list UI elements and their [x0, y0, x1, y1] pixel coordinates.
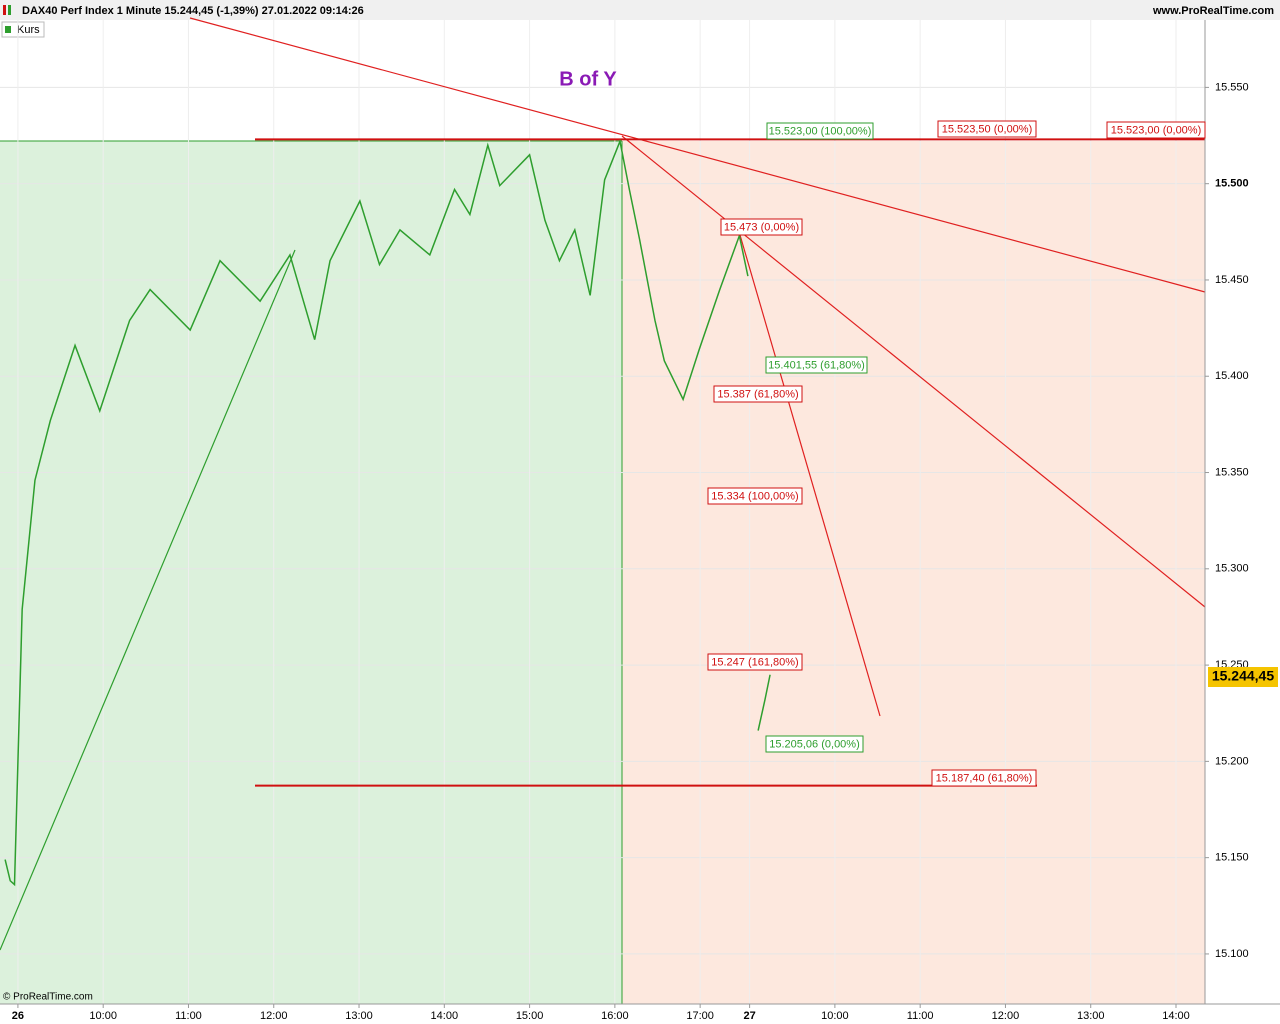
y-tick-label: 15.550 [1215, 81, 1249, 93]
trend-line [621, 135, 1206, 608]
annotation-box [765, 735, 864, 753]
annotation: 15.473 (0,00%) [724, 221, 799, 233]
x-tick-label: 14:00 [1162, 1010, 1190, 1022]
y-tick-label: 15.400 [1215, 370, 1249, 382]
price-box [1208, 667, 1278, 687]
annotation: 15.387 (61,80%) [717, 388, 798, 400]
annotation-box [713, 385, 803, 403]
annotation: 15.334 (100,00%) [711, 490, 798, 502]
y-tick-label: 15.150 [1215, 852, 1249, 864]
x-tick-label: 16:00 [601, 1010, 629, 1022]
annotation: 15.401,55 (61,80%) [768, 359, 865, 371]
header-bar [0, 0, 1280, 20]
last-price: 15.244,45 [1212, 668, 1274, 684]
annotation-box [720, 218, 803, 236]
y-tick-label: 15.500 [1215, 178, 1249, 190]
x-tick-label: 11:00 [175, 1010, 202, 1022]
x-tick-label: 13:00 [1077, 1010, 1105, 1022]
x-tick-label: 11:00 [907, 1010, 934, 1022]
zone-green [0, 141, 622, 1004]
price-line [4, 138, 749, 887]
zone-red [622, 141, 1205, 1004]
annotation-box [765, 356, 868, 374]
x-tick-label: 12:00 [260, 1010, 288, 1022]
y-tick-label: 15.350 [1215, 466, 1249, 478]
annotation-box [931, 769, 1037, 787]
annotation: 15.247 (161,80%) [711, 656, 798, 668]
x-tick-label: 14:00 [431, 1010, 459, 1022]
chart-title: B of Y [559, 68, 617, 90]
annotation: 15.187,40 (61,80%) [936, 772, 1033, 784]
annotation-box [707, 487, 803, 505]
annotation: 15.523,00 (100,00%) [769, 125, 872, 137]
trend-line [0, 249, 296, 951]
annotation-box [766, 122, 874, 140]
annotation-box [937, 120, 1037, 138]
footer: © ProRealTime.com [3, 992, 93, 1003]
legend-swatch [5, 26, 11, 33]
icon [8, 5, 11, 15]
trend-line [739, 234, 881, 717]
annotation: 15.205,06 (0,00%) [769, 738, 860, 750]
y-tick-label: 15.450 [1215, 274, 1249, 286]
icon [3, 5, 6, 15]
x-tick-label: 13:00 [345, 1010, 373, 1022]
legend [1, 21, 45, 38]
price-line [757, 674, 771, 731]
x-tick-label: 10:00 [821, 1010, 849, 1022]
annotation-box [707, 653, 803, 671]
annotation: 15.523,50 (0,00%) [942, 123, 1033, 135]
legend-label: Kurs [17, 24, 40, 36]
x-tick-label: 12:00 [992, 1010, 1020, 1022]
site: www.ProRealTime.com [1152, 5, 1274, 17]
x-tick-label: 26 [12, 1010, 24, 1022]
header-title: DAX40 Perf Index 1 Minute 15.244,45 (-1,… [22, 5, 364, 17]
y-tick-label: 15.200 [1215, 755, 1249, 767]
x-tick-label: 10:00 [89, 1010, 117, 1022]
x-tick-label: 27 [743, 1010, 755, 1022]
y-tick-label: 15.300 [1215, 563, 1249, 575]
x-tick-label: 17:00 [686, 1010, 714, 1022]
annotation: 15.523,00 (0,00%) [1111, 124, 1202, 136]
trend-line [189, 17, 1206, 293]
x-tick-label: 15:00 [516, 1010, 544, 1022]
y-tick-label: 15.100 [1215, 948, 1249, 960]
annotation-box [1106, 121, 1206, 139]
